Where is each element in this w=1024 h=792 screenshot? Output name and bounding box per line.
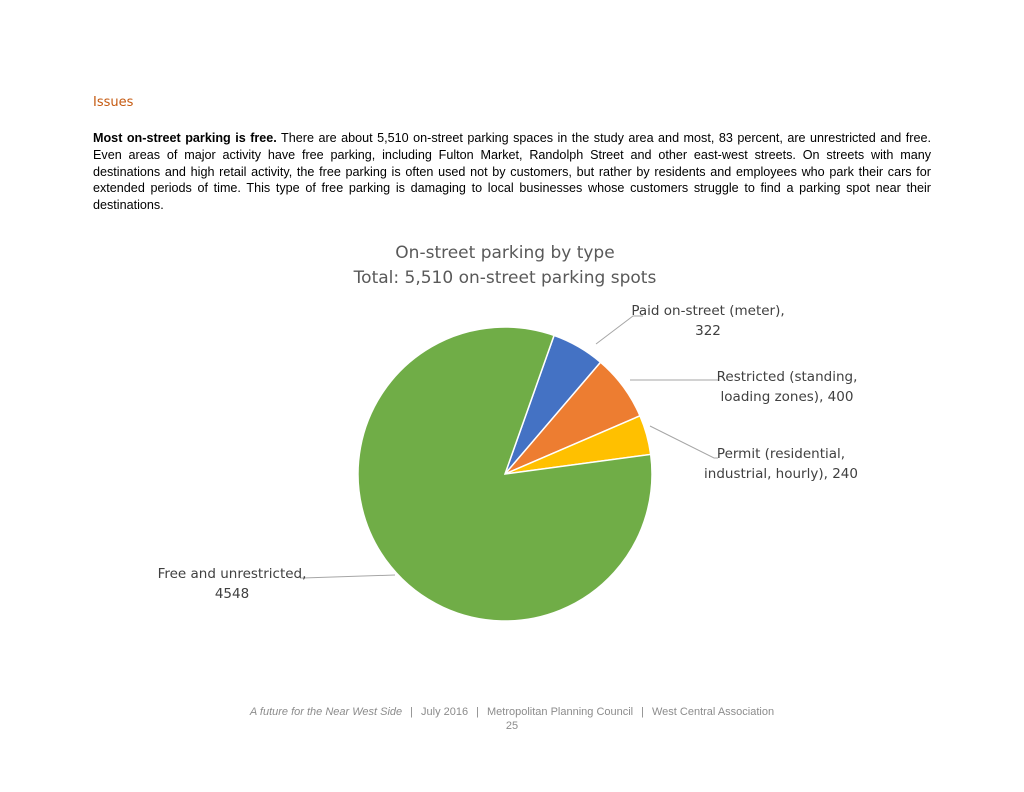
slice-label-line: loading zones), 400: [721, 389, 854, 405]
slice-label-line: Paid on-street (meter),: [631, 303, 784, 319]
slice-label-line: Permit (residential,: [717, 446, 845, 462]
pie-slice: [357, 326, 653, 622]
slice-label: Restricted (standing, loading zones), 400: [717, 369, 858, 405]
chart-title: On-street parking by type: [395, 243, 614, 263]
slice-label-line: Free and unrestricted,: [158, 566, 307, 582]
section-heading: Issues: [93, 95, 134, 110]
slice-label-line: industrial, hourly), 240: [704, 466, 858, 482]
pie-slices: [357, 326, 653, 622]
paragraph-body: There are about 5,510 on-street parking …: [93, 131, 931, 213]
page-number: 25: [505, 720, 519, 732]
footer-date: July 2016: [421, 706, 469, 718]
footer-org1: Metropolitan Planning Council: [486, 706, 634, 718]
body-paragraph: Most on-street parking is free. There ar…: [93, 130, 931, 214]
slice-label: Permit (residential, industrial, hourly),…: [704, 446, 858, 482]
leader-line: [649, 425, 718, 459]
paragraph-lead: Most on-street parking is free.: [93, 131, 277, 145]
data-labels: Paid on-street (meter), 322 Restricted (st…: [158, 303, 858, 602]
leader-lines: [300, 315, 718, 579]
footer-line: A future for the Near West Side | July 201…: [249, 706, 775, 718]
chart-subtitle: Total: 5,510 on-street parking spots: [353, 268, 657, 288]
slice-label: Free and unrestricted, 4548: [158, 566, 307, 602]
slice-label-line: 4548: [215, 586, 249, 602]
footer-org2: West Central Association: [652, 706, 775, 718]
slice-label: Paid on-street (meter), 322: [631, 303, 784, 339]
slice-label-line: Restricted (standing,: [717, 369, 858, 385]
leader-line: [300, 574, 396, 579]
footer-doc-title: A future for the Near West Side: [249, 706, 403, 718]
slice-label-line: 322: [695, 323, 721, 339]
pie-chart: On-street parking by type Total: 5,510 o…: [158, 243, 858, 622]
leader-line: [595, 315, 643, 345]
page-footer: A future for the Near West Side | July 201…: [0, 705, 1024, 733]
